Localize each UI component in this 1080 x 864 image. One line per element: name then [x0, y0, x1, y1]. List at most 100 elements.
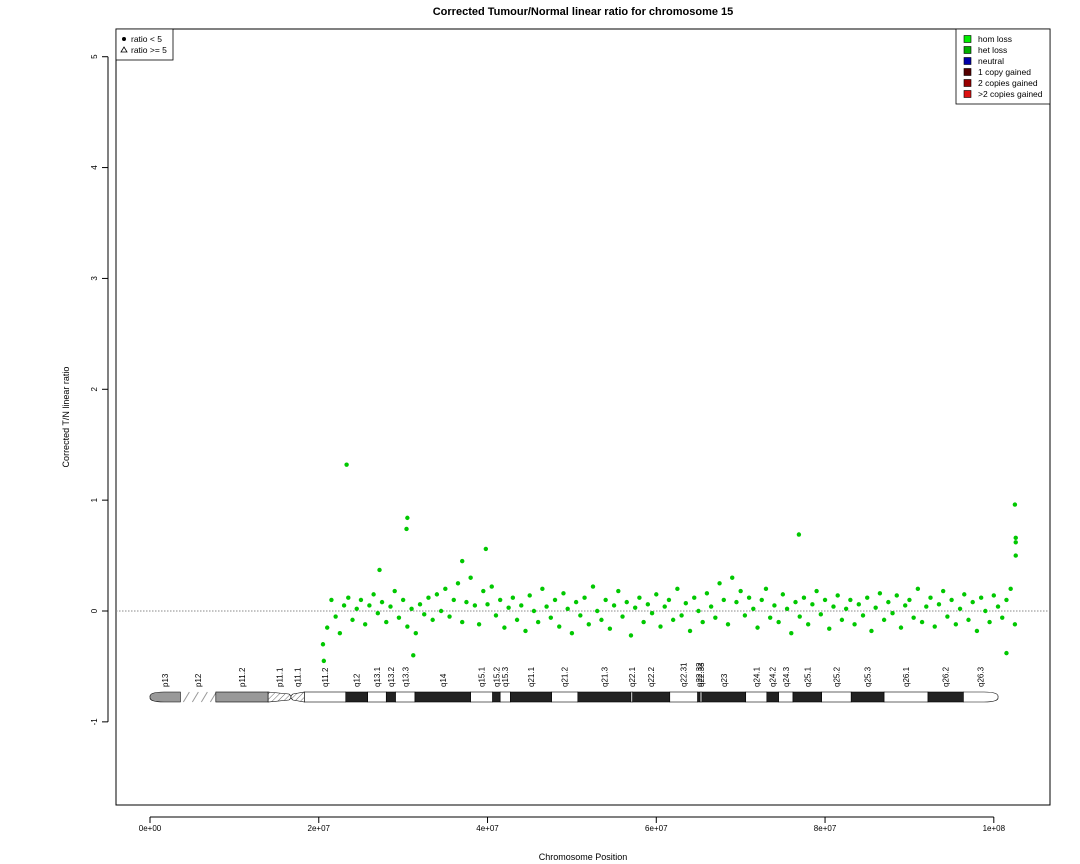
data-point — [911, 615, 916, 620]
data-point — [1008, 586, 1013, 592]
data-point — [641, 619, 646, 625]
data-point — [890, 611, 895, 616]
data-point — [789, 630, 794, 636]
legend-marker — [120, 46, 128, 53]
data-point — [645, 602, 651, 607]
data-point — [970, 599, 975, 605]
data-point — [535, 619, 541, 625]
data-point — [341, 603, 347, 608]
legend-label: neutral — [978, 56, 1004, 66]
data-point — [607, 626, 613, 631]
y-tick-label: 3 — [90, 276, 99, 281]
data-point — [411, 653, 416, 658]
data-point — [772, 603, 777, 608]
x-tick-label: 2e+07 — [308, 824, 331, 833]
data-point — [835, 593, 840, 598]
legend-label: 2 copies gained — [978, 78, 1038, 88]
band-stalk — [182, 691, 217, 703]
data-point — [367, 603, 372, 608]
data-point — [548, 615, 554, 620]
x-tick-label: 1e+08 — [983, 824, 1006, 833]
band-label: q15.1 — [478, 666, 487, 687]
data-point — [371, 592, 376, 597]
legend-marker — [122, 37, 126, 41]
data-point — [358, 597, 364, 603]
data-point — [945, 614, 950, 619]
band — [385, 691, 396, 703]
band-label: q25.3 — [864, 666, 873, 687]
band — [850, 691, 885, 703]
data-point — [763, 586, 769, 592]
data-point — [751, 606, 756, 611]
y-tick-label: -1 — [90, 718, 99, 726]
data-point — [599, 617, 604, 623]
legend-label: ratio >= 5 — [131, 45, 167, 55]
data-point — [780, 592, 786, 597]
data-point — [586, 622, 591, 627]
band-label: q21.1 — [527, 666, 536, 687]
band-label: q11.1 — [294, 667, 303, 687]
data-point — [919, 619, 925, 625]
data-point — [531, 608, 537, 614]
data-point — [506, 605, 511, 610]
band-centromere — [267, 691, 292, 703]
data-point — [991, 593, 997, 598]
data-point — [540, 586, 545, 592]
data-point — [894, 593, 899, 598]
data-point — [417, 602, 423, 607]
legend-swatch — [963, 57, 972, 65]
stalk-line — [191, 691, 199, 703]
data-point — [1012, 622, 1018, 627]
band — [792, 691, 822, 703]
data-point — [730, 575, 735, 580]
data-point — [637, 595, 642, 600]
data-point — [603, 597, 608, 603]
data-point — [346, 595, 351, 600]
data-point — [375, 611, 381, 616]
data-point — [654, 592, 659, 597]
band — [345, 691, 369, 703]
data-point — [848, 597, 853, 603]
data-point — [329, 597, 334, 603]
band-label: q13.3 — [401, 666, 410, 687]
band — [632, 691, 671, 703]
data-point — [460, 558, 465, 564]
legend-swatch — [963, 35, 972, 43]
stalk-line — [200, 691, 208, 703]
data-point — [995, 604, 1001, 609]
data-point — [438, 608, 444, 614]
data-point — [497, 597, 503, 603]
data-point — [616, 588, 621, 594]
data-point — [932, 624, 937, 629]
data-point — [519, 603, 524, 608]
data-point — [476, 622, 482, 627]
data-point — [510, 595, 516, 600]
data-point — [675, 586, 680, 592]
band — [510, 691, 552, 703]
data-point — [1000, 615, 1005, 620]
data-point — [388, 604, 393, 609]
data-point — [649, 611, 655, 616]
y-tick-label: 5 — [90, 54, 99, 59]
data-point — [1012, 502, 1018, 507]
band-label: q24.3 — [782, 666, 791, 687]
data-point — [738, 588, 743, 594]
data-point — [818, 612, 824, 617]
data-point — [350, 617, 355, 623]
band-label: q26.2 — [942, 666, 951, 687]
band — [766, 691, 779, 703]
data-point — [443, 586, 448, 592]
chart-title: Corrected Tumour/Normal linear ratio for… — [433, 6, 734, 18]
band — [745, 691, 768, 703]
data-point — [683, 601, 689, 606]
data-point — [377, 567, 382, 573]
data-point — [784, 606, 790, 611]
band-label: p11.1 — [276, 667, 285, 687]
data-point — [552, 597, 558, 603]
data-point — [354, 606, 359, 611]
band — [215, 691, 269, 703]
y-tick-label: 1 — [90, 497, 99, 502]
band — [778, 691, 794, 703]
data-point — [983, 608, 988, 614]
data-point — [628, 633, 634, 638]
